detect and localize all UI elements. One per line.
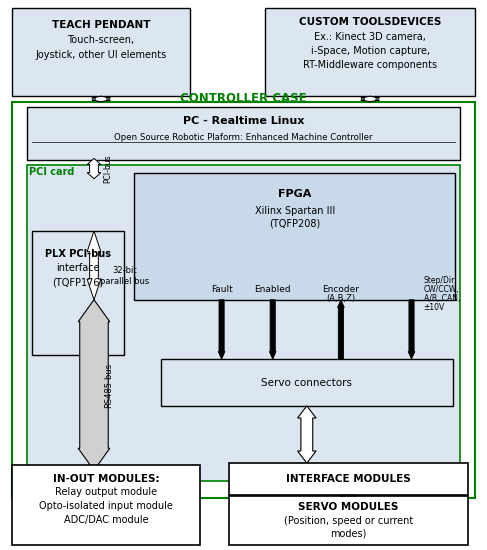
Text: CW/CCW,: CW/CCW, (424, 285, 459, 294)
Text: Servo connectors: Servo connectors (262, 377, 352, 388)
Text: i-Space, Motion capture,: i-Space, Motion capture, (311, 46, 430, 56)
Polygon shape (298, 406, 316, 463)
Text: interface: interface (56, 263, 100, 273)
Text: Touch-screen,: Touch-screen, (68, 35, 134, 45)
Text: Open Source Robotic Plaform: Enhanced Machine Controller: Open Source Robotic Plaform: Enhanced Ma… (114, 133, 373, 142)
Text: ±10V: ±10V (424, 304, 445, 312)
Text: 32-bit: 32-bit (112, 266, 136, 276)
Text: (TQFP208): (TQFP208) (269, 219, 320, 229)
Bar (27, 107, 460, 160)
Text: RT-Middleware components: RT-Middleware components (303, 60, 437, 70)
Text: PCI-bus: PCI-bus (103, 154, 112, 183)
Text: INTERFACE MODULES: INTERFACE MODULES (286, 474, 411, 484)
Bar (265, 8, 475, 96)
Text: Opto-isolated input module: Opto-isolated input module (39, 501, 173, 511)
Text: RS485-bus: RS485-bus (104, 362, 112, 408)
Polygon shape (337, 300, 344, 359)
Bar (32, 231, 124, 355)
Text: Relay output module: Relay output module (55, 487, 157, 497)
Text: Joystick, other UI elements: Joystick, other UI elements (36, 50, 167, 60)
Text: TEACH PENDANT: TEACH PENDANT (52, 20, 150, 30)
Bar (229, 463, 468, 495)
Polygon shape (92, 96, 110, 102)
Polygon shape (340, 495, 356, 496)
Polygon shape (269, 300, 276, 359)
Text: CONTROLLER CASE: CONTROLLER CASE (180, 92, 307, 106)
Bar (12, 8, 190, 96)
Text: (A,B,Z): (A,B,Z) (326, 294, 356, 302)
Bar (27, 165, 460, 481)
Text: Enabled: Enabled (254, 285, 291, 294)
Bar (161, 359, 453, 406)
Text: PLX PCI-bus: PLX PCI-bus (45, 249, 111, 259)
Text: FPGA: FPGA (278, 189, 311, 199)
Text: ADC/DAC module: ADC/DAC module (64, 515, 148, 525)
Text: IN-OUT MODULES:: IN-OUT MODULES: (53, 474, 159, 483)
Bar (12, 102, 475, 498)
Text: (TQFP176): (TQFP176) (52, 278, 104, 288)
Text: CUSTOM TOOLSDEVICES: CUSTOM TOOLSDEVICES (299, 17, 441, 27)
Text: Step/Dir,: Step/Dir, (424, 276, 457, 285)
Text: modes): modes) (330, 529, 366, 538)
Bar (134, 173, 455, 300)
Polygon shape (78, 300, 110, 470)
Polygon shape (218, 300, 225, 359)
Text: Encoder: Encoder (322, 285, 359, 294)
Text: Xilinx Spartan III: Xilinx Spartan III (255, 206, 335, 216)
Text: Fault: Fault (211, 285, 232, 294)
Polygon shape (87, 158, 101, 179)
Text: SERVO MODULES: SERVO MODULES (298, 502, 398, 512)
Text: A/B, CAN,: A/B, CAN, (424, 294, 460, 303)
Bar (12, 465, 200, 544)
Text: PCI card: PCI card (29, 167, 75, 177)
Text: PC - Realtime Linux: PC - Realtime Linux (183, 116, 304, 126)
Text: parallel bus: parallel bus (99, 277, 149, 287)
Polygon shape (87, 231, 101, 300)
Text: (Position, speed or current: (Position, speed or current (283, 516, 413, 526)
Bar (229, 496, 468, 544)
Polygon shape (361, 96, 379, 102)
Text: Ex.: Kinect 3D camera,: Ex.: Kinect 3D camera, (314, 32, 426, 42)
Polygon shape (408, 300, 415, 359)
